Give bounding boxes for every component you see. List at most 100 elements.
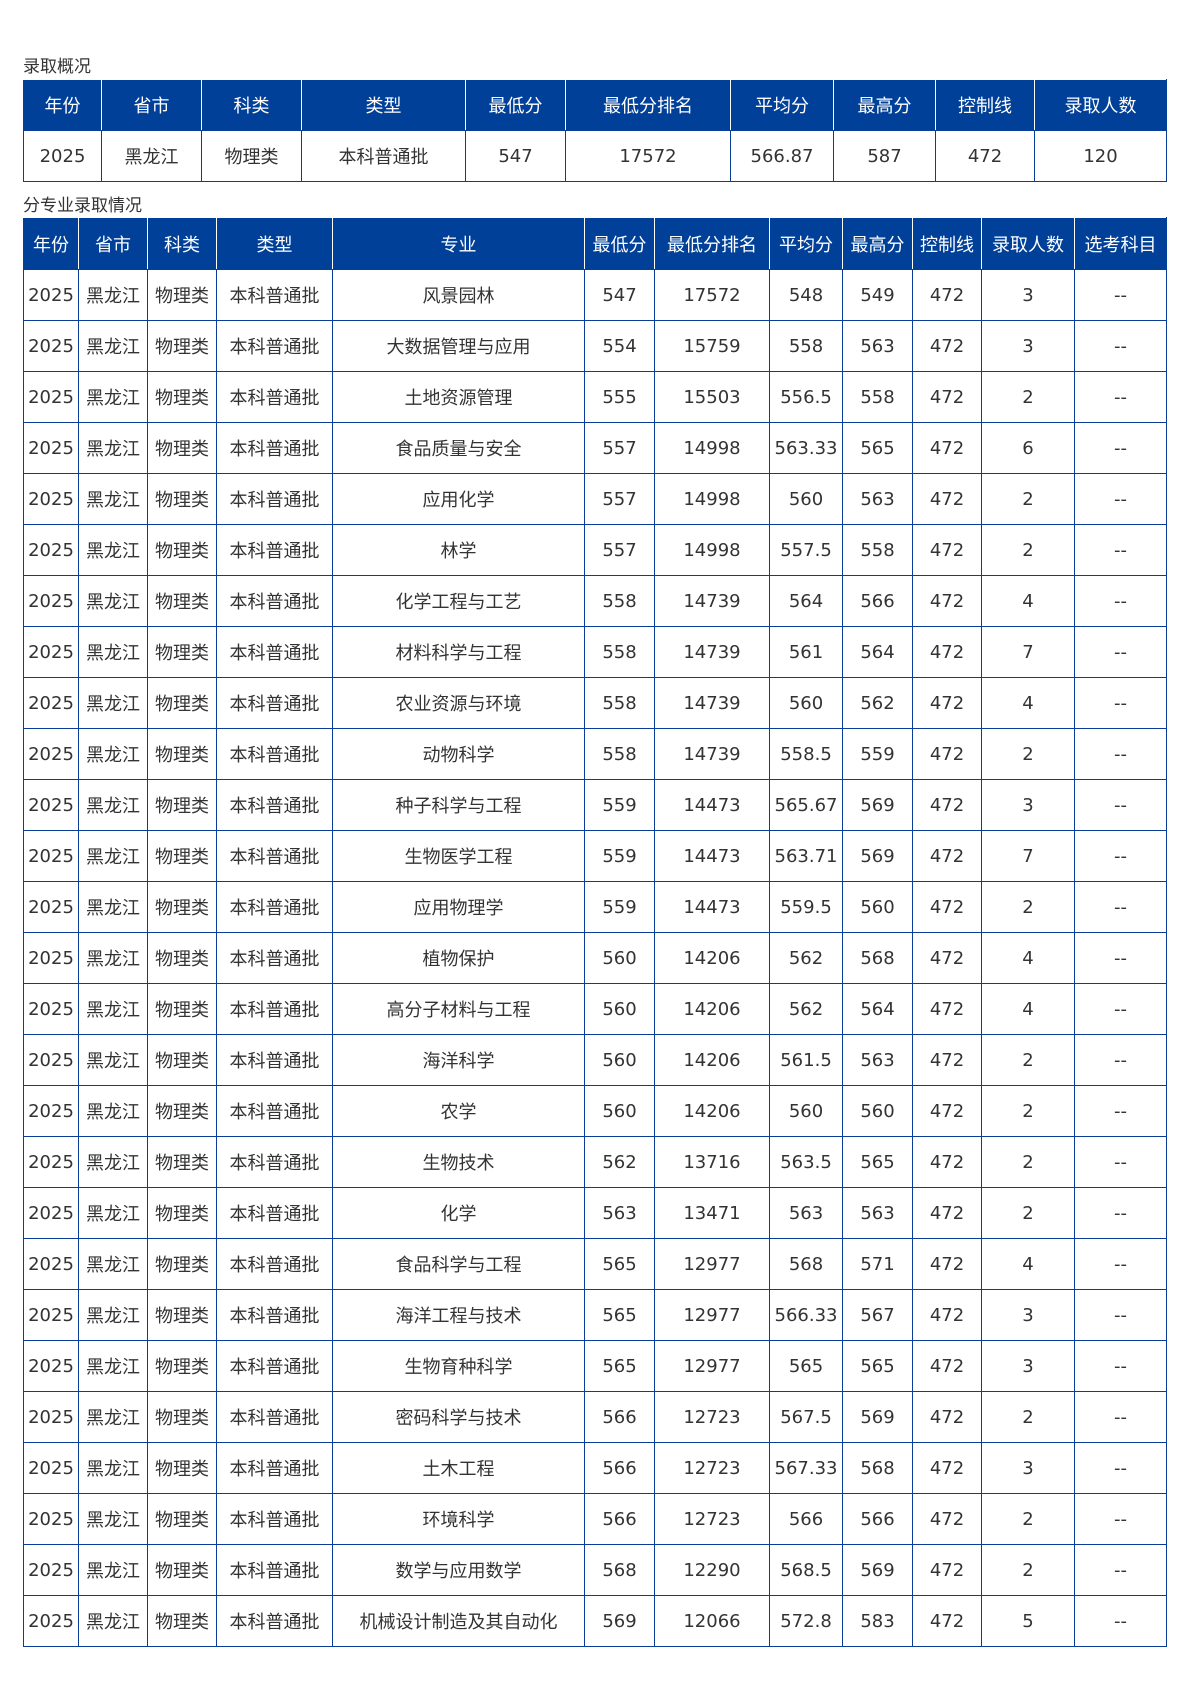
table-cell: -- <box>1074 575 1167 627</box>
table-cell: 2025 <box>23 269 79 321</box>
table-row: 2025 黑龙江 物理类 本科普通批 风景园林 547 17572 548 549 472 3 -- <box>23 269 1167 321</box>
table-cell: 本科普通批 <box>216 1238 333 1290</box>
table-cell: 5 <box>981 1595 1075 1647</box>
table-cell: 472 <box>912 1187 982 1239</box>
table-cell: 562 <box>769 983 843 1035</box>
summary-data-row: 2025 黑龙江 物理类 本科普通批 547 17572 566.87 587 472 120 <box>23 130 1167 182</box>
table-cell: 548 <box>769 269 843 321</box>
table-cell: 560 <box>769 1085 843 1137</box>
table-cell: 14739 <box>654 626 770 678</box>
column-header: 省市 <box>78 217 148 270</box>
table-cell: 571 <box>842 1238 913 1290</box>
table-cell: 黑龙江 <box>78 1391 148 1443</box>
table-cell: 林学 <box>332 524 585 576</box>
table-cell: 物理类 <box>147 1136 217 1188</box>
summary-title: 录取概况 <box>23 57 91 77</box>
table-cell: 黑龙江 <box>78 575 148 627</box>
table-cell: 566 <box>584 1442 655 1494</box>
table-cell: 566.33 <box>769 1289 843 1341</box>
column-header: 年份 <box>23 217 79 270</box>
table-cell: 557.5 <box>769 524 843 576</box>
table-cell: 2025 <box>23 1595 79 1647</box>
table-cell: 472 <box>912 371 982 423</box>
table-cell: 黑龙江 <box>101 130 202 182</box>
table-row: 2025 黑龙江 物理类 本科普通批 土木工程 566 12723 567.33 568 472 3… <box>23 1442 1167 1494</box>
table-row: 2025 黑龙江 物理类 本科普通批 土地资源管理 555 15503 556.5 558 472… <box>23 371 1167 423</box>
table-cell: 557 <box>584 524 655 576</box>
table-cell: 2025 <box>23 983 79 1035</box>
table-cell: 565 <box>769 1340 843 1392</box>
table-cell: 物理类 <box>147 1238 217 1290</box>
table-cell: 本科普通批 <box>216 320 333 372</box>
table-cell: 本科普通批 <box>216 779 333 831</box>
table-cell: 14473 <box>654 881 770 933</box>
table-row: 2025 黑龙江 物理类 本科普通批 大数据管理与应用 554 15759 558 563 472… <box>23 320 1167 372</box>
table-cell: 物理类 <box>147 983 217 1035</box>
table-cell: 572.8 <box>769 1595 843 1647</box>
table-row: 2025 黑龙江 物理类 本科普通批 材料科学与工程 558 14739 561 564 472 7… <box>23 626 1167 678</box>
column-header: 平均分 <box>769 217 843 270</box>
table-cell: 物理类 <box>147 830 217 882</box>
table-cell: 2 <box>981 1544 1075 1596</box>
table-cell: 物理类 <box>147 1595 217 1647</box>
table-cell: 环境科学 <box>332 1493 585 1545</box>
table-cell: 12290 <box>654 1544 770 1596</box>
column-header: 最高分 <box>833 79 936 131</box>
table-cell: 本科普通批 <box>216 881 333 933</box>
table-cell: 本科普通批 <box>216 830 333 882</box>
table-cell: 472 <box>912 626 982 678</box>
table-cell: 物理类 <box>147 1442 217 1494</box>
table-cell: 2025 <box>23 1136 79 1188</box>
table-cell: 120 <box>1034 130 1167 182</box>
table-cell: 565 <box>842 1340 913 1392</box>
table-cell: 2025 <box>23 1187 79 1239</box>
table-cell: 物理类 <box>147 932 217 984</box>
table-cell: 应用物理学 <box>332 881 585 933</box>
table-cell: 动物科学 <box>332 728 585 780</box>
table-cell: 2 <box>981 728 1075 780</box>
table-row: 2025 黑龙江 物理类 本科普通批 林学 557 14998 557.5 558 472 2 -- <box>23 524 1167 576</box>
summary-table: 年份 省市 科类 类型 最低分 最低分排名 平均分 最高分 控制线 录取人数 2025 黑龙江 物理类… <box>23 79 1167 182</box>
table-row: 2025 黑龙江 物理类 本科普通批 食品科学与工程 565 12977 568 571 472 4… <box>23 1238 1167 1290</box>
table-cell: 562 <box>842 677 913 729</box>
table-cell: 物理类 <box>147 1391 217 1443</box>
table-cell: 风景园林 <box>332 269 585 321</box>
column-header: 科类 <box>147 217 217 270</box>
table-cell: 黑龙江 <box>78 626 148 678</box>
table-cell: 14739 <box>654 575 770 627</box>
table-cell: 化学工程与工艺 <box>332 575 585 627</box>
table-cell: 563 <box>842 1187 913 1239</box>
table-cell: 3 <box>981 779 1075 831</box>
table-cell: 12977 <box>654 1289 770 1341</box>
table-cell: 本科普通批 <box>301 130 466 182</box>
table-cell: 14206 <box>654 983 770 1035</box>
table-cell: 566 <box>842 575 913 627</box>
table-row: 2025 黑龙江 物理类 本科普通批 化学工程与工艺 558 14739 564 566 472 4… <box>23 575 1167 627</box>
table-cell: 黑龙江 <box>78 932 148 984</box>
table-cell: 本科普通批 <box>216 728 333 780</box>
table-cell: 15759 <box>654 320 770 372</box>
table-cell: 565 <box>842 422 913 474</box>
table-cell: 物理类 <box>147 881 217 933</box>
table-cell: 559 <box>584 830 655 882</box>
table-cell: 本科普通批 <box>216 983 333 1035</box>
table-cell: 566 <box>842 1493 913 1545</box>
table-cell: 472 <box>912 779 982 831</box>
table-cell: 2 <box>981 1136 1075 1188</box>
table-cell: 3 <box>981 320 1075 372</box>
table-cell: 7 <box>981 626 1075 678</box>
table-cell: 2 <box>981 881 1075 933</box>
table-cell: 物理类 <box>147 779 217 831</box>
table-cell: 563 <box>842 320 913 372</box>
table-cell: 物理类 <box>147 422 217 474</box>
table-cell: 物理类 <box>147 728 217 780</box>
table-cell: 生物育种科学 <box>332 1340 585 1392</box>
table-cell: 554 <box>584 320 655 372</box>
table-cell: 559.5 <box>769 881 843 933</box>
table-cell: 558 <box>584 728 655 780</box>
table-row: 2025 黑龙江 物理类 本科普通批 机械设计制造及其自动化 569 12066 572.8 5… <box>23 1595 1167 1647</box>
table-cell: 472 <box>912 1085 982 1137</box>
table-cell: 472 <box>912 1034 982 1086</box>
table-cell: 560 <box>584 1034 655 1086</box>
table-cell: 563 <box>842 1034 913 1086</box>
